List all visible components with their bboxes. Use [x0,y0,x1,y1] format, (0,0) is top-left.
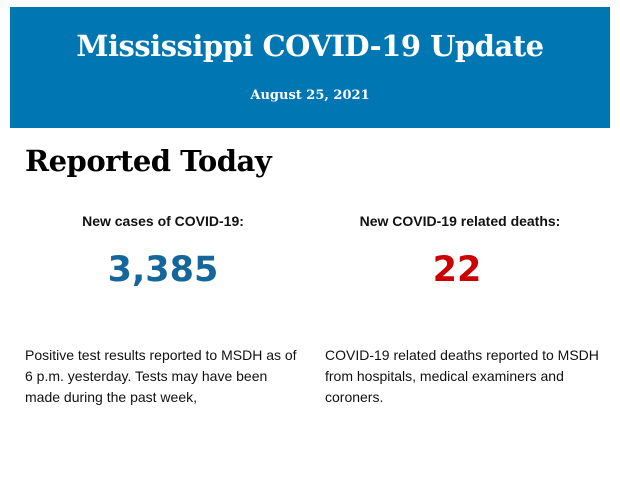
page-title: Mississippi COVID-19 Update [76,29,544,63]
section-title: Reported Today [25,144,272,178]
cases-description: Positive test results reported to MSDH a… [25,347,297,405]
cases-label: New cases of COVID-19: [82,213,244,229]
deaths-label: New COVID-19 related deaths: [359,213,561,229]
deaths-value: 22 [432,250,482,290]
cases-value: 3,385 [107,250,219,290]
deaths-description: COVID-19 related deaths reported to MSDH… [325,347,599,405]
report-date: August 25, 2021 [250,88,370,103]
header-banner: Mississippi COVID-19 Update August 25, 2… [10,7,610,128]
